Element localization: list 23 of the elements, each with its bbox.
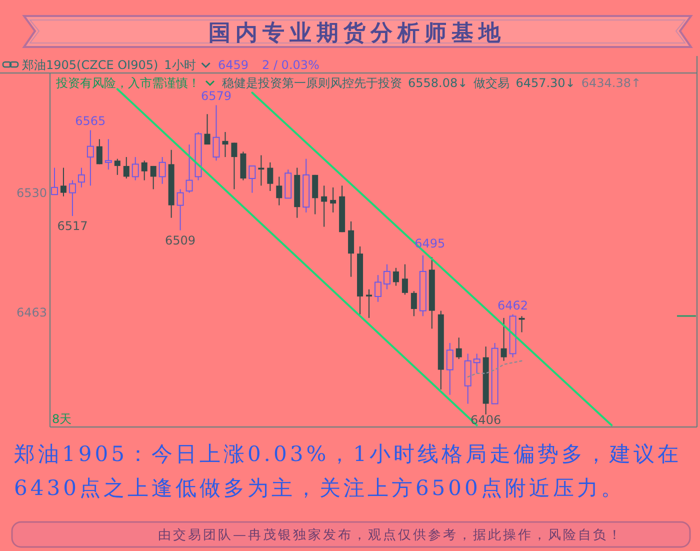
annotation: 投资有风险，入市需谨慎！ xyxy=(55,76,200,90)
annotation: 6565 xyxy=(75,114,106,128)
y-tick-label: 6463 xyxy=(16,306,47,320)
annotation: 6509 xyxy=(165,233,196,248)
annotation: 稳健是投资第一原则风控先于投资 xyxy=(222,76,402,90)
annotation: 6495 xyxy=(414,236,446,250)
chart-title: 郑油1905(CZCE OI905) xyxy=(22,58,158,72)
annotation: 6517 xyxy=(57,219,88,234)
annotation: 6579 xyxy=(200,89,232,104)
text: 1小时 xyxy=(164,58,196,72)
text: 6459 xyxy=(218,58,249,72)
annotation: 6434.38↑ xyxy=(581,76,642,90)
text: 国内专业期货分析师基地 xyxy=(208,21,506,46)
annotation: 6558.08↓ xyxy=(408,76,468,90)
annotation: 6406 xyxy=(470,413,502,427)
text: 2 / 0.03% xyxy=(262,58,320,72)
y-tick-label: 6530 xyxy=(16,186,47,200)
annotation: 6462 xyxy=(498,298,528,312)
text: 郑油1905：今日上涨0.03%，1小时线格局走偏势多，建议在6430点之上逢低做多为主，关注上方6500点附近压力。 xyxy=(14,441,683,502)
annotation: 6457.30↓ xyxy=(516,76,576,90)
text: 由交易团队—冉茂银独家发布，观点仅供参考，据此操作，风险自负！ xyxy=(158,527,623,543)
annotation: 8天 xyxy=(52,412,72,426)
annotation: 做交易 xyxy=(474,76,510,90)
